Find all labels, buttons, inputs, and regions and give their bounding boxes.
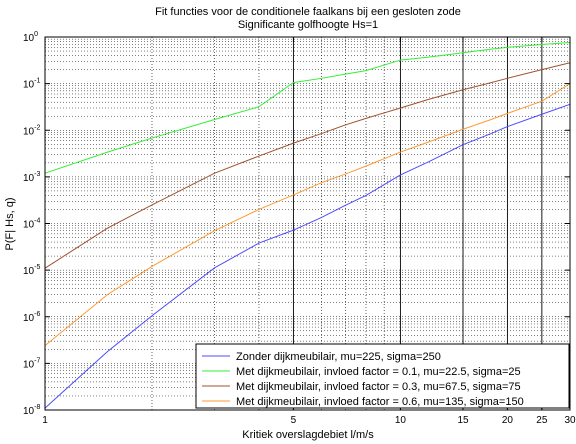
y-tick-label: 10-7: [23, 357, 40, 370]
y-tick-base: 10: [23, 80, 35, 91]
x-tick-label: 20: [502, 415, 514, 426]
series-line-3: [44, 62, 571, 269]
series-lines: [44, 42, 571, 409]
y-tick-label: 10-5: [23, 264, 40, 277]
series-line-4: [44, 83, 571, 347]
y-tick-base: 10: [23, 266, 35, 277]
y-tick-label: 10-1: [23, 78, 40, 91]
legend-box: [195, 343, 570, 409]
x-axis-label: Kritiek overslagdebiet l/m/s: [242, 429, 374, 441]
series-line-2: [44, 42, 571, 174]
x-tick-label: 5: [291, 415, 297, 426]
y-tick-exponent: -3: [34, 171, 40, 178]
y-tick-exponent: -5: [34, 264, 40, 271]
y-tick-base: 10: [23, 173, 35, 184]
y-tick-exponent: 0: [34, 31, 38, 38]
legend: Zonder dijkmeubilair, mu=225, sigma=250 M…: [195, 343, 570, 409]
y-tick-exponent: -6: [34, 311, 40, 318]
x-tick-label: 25: [536, 415, 548, 426]
series-line-1: [44, 103, 571, 409]
x-tick-label: 15: [457, 415, 469, 426]
minor-grid: [45, 37, 570, 410]
y-tick-base: 10: [23, 126, 35, 137]
x-tick-label: 10: [395, 415, 407, 426]
y-tick-base: 10: [23, 406, 35, 417]
y-tick-label: 10-8: [23, 404, 40, 417]
y-tick-label: 10-4: [23, 218, 40, 231]
y-tick-base: 10: [23, 313, 35, 324]
y-tick-exponent: -1: [34, 78, 40, 85]
y-tick-exponent: -8: [34, 404, 40, 411]
legend-label: Met dijkmeubilair, invloed factor = 0.6,…: [236, 396, 524, 408]
legend-label: Met dijkmeubilair, invloed factor = 0.1,…: [236, 366, 521, 378]
y-tick-exponent: -2: [34, 124, 40, 131]
y-tick-label: 10-6: [23, 311, 40, 324]
y-axis-label: P(F| Hs, q): [4, 198, 16, 251]
y-tick-label: 100: [23, 31, 38, 44]
chart-title: Fit functies voor de conditionele faalka…: [155, 6, 461, 18]
y-tick-label: 10-2: [23, 124, 40, 137]
x-tick-label: 30: [564, 415, 576, 426]
chart-subtitle: Significante golfhoogte Hs=1: [238, 19, 378, 31]
y-tick-exponent: -4: [34, 218, 40, 225]
x-tick-label: 1: [42, 415, 48, 426]
y-tick-label: 10-3: [23, 171, 40, 184]
legend-label: Zonder dijkmeubilair, mu=225, sigma=250: [236, 351, 441, 363]
y-tick-exponent: -7: [34, 357, 40, 364]
legend-label: Met dijkmeubilair, invloed factor = 0.3,…: [236, 381, 521, 393]
y-tick-base: 10: [23, 220, 35, 231]
y-tick-base: 10: [23, 359, 35, 370]
y-tick-base: 10: [23, 33, 35, 44]
